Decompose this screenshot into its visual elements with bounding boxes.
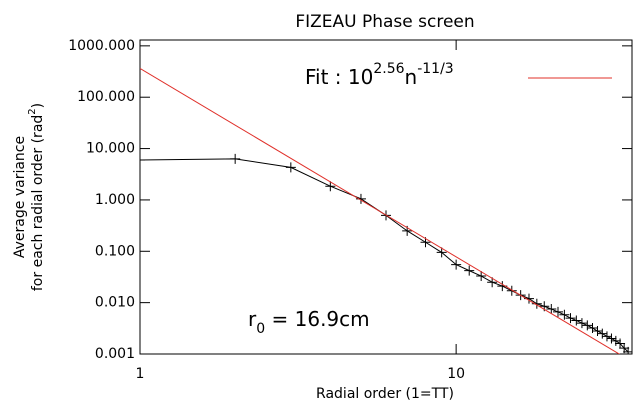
data-point (552, 306, 563, 317)
y-label-line: Average variance (12, 136, 28, 258)
data-point (230, 153, 241, 164)
data-point (506, 285, 517, 296)
legend-sup: -11/3 (417, 61, 454, 77)
chart-title: FIZEAU Phase screen (295, 12, 474, 32)
legend-text: Fit : 10 (305, 65, 373, 89)
legend-sup: 2.56 (373, 61, 404, 77)
y-tick-label: 10.000 (86, 141, 135, 157)
data-point (559, 309, 570, 320)
y-label-line: for each radial order (rad2) (27, 103, 46, 291)
plot-area (140, 68, 632, 354)
data-point (610, 335, 621, 346)
data-point (576, 318, 587, 329)
data-point (451, 259, 462, 270)
annotation-sub: 0 (256, 321, 265, 337)
data-point (565, 313, 576, 324)
annotation-text: r (248, 307, 257, 331)
data-point (355, 193, 366, 204)
data-point (285, 162, 296, 173)
data-point (606, 333, 617, 344)
y-tick-label: 1.000 (95, 192, 135, 208)
data-point (531, 298, 542, 309)
y-tick-label: 1000.000 (68, 38, 135, 54)
annotation-text: = 16.9cm (265, 307, 369, 331)
legend-text: n (405, 65, 418, 89)
x-tick-label: 10 (447, 366, 465, 382)
data-point (436, 247, 447, 258)
x-axis-label: Radial order (1=TT) (316, 386, 454, 402)
y-tick-label: 0.001 (95, 346, 135, 362)
data-point (140, 154, 145, 165)
annotation: r0 = 16.9cm (248, 307, 370, 338)
y-label-text: ) (30, 103, 46, 108)
data-point (546, 304, 557, 315)
data-point (571, 315, 582, 326)
data-point (587, 323, 598, 334)
y-axis-label: Average variance for each radial order (… (12, 103, 46, 291)
data-point (615, 338, 626, 349)
data-point (601, 331, 612, 342)
data-point (476, 271, 487, 282)
plot-frame (139, 39, 633, 355)
data-point (325, 181, 336, 192)
series-line (140, 158, 629, 353)
series-line (140, 68, 621, 354)
y-label-text: for each radial order (rad (30, 115, 46, 291)
legend-label: Fit : 102.56n-11/3 (305, 61, 454, 89)
data-point (464, 265, 475, 276)
data-point (623, 346, 632, 354)
y-tick-label: 0.010 (95, 295, 135, 311)
data-point (592, 326, 603, 337)
data-point (582, 320, 593, 331)
y-tick-label: 0.100 (95, 243, 135, 259)
data-point (597, 328, 608, 339)
y-label-sup: 2 (27, 108, 38, 114)
y-tick-label: 100.000 (77, 89, 135, 105)
x-tick-label: 1 (136, 366, 145, 382)
